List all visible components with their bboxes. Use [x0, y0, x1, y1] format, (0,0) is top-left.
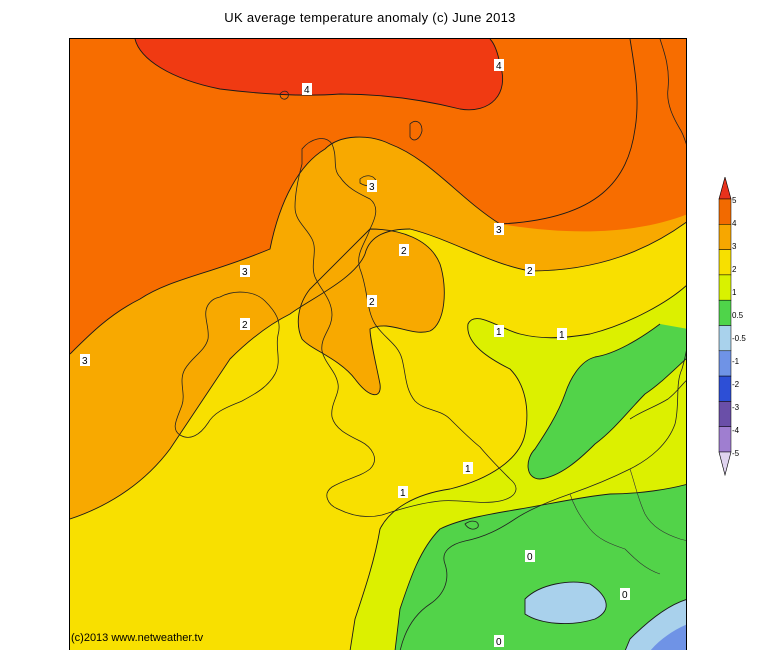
contour-label: 2 — [399, 244, 409, 257]
coastline-shetland — [409, 120, 423, 141]
coastline-netherlands — [629, 380, 686, 420]
border-belgium — [569, 493, 626, 550]
colorbar-label: -4 — [732, 426, 740, 435]
borders — [569, 468, 686, 575]
border-germany — [629, 468, 686, 541]
colorbar-label: 5 — [732, 196, 737, 205]
coastline-norway — [659, 39, 686, 145]
colorbar-swatch — [718, 224, 732, 250]
svg-text:2: 2 — [401, 246, 407, 257]
contour-zero — [394, 484, 686, 650]
band-plus4 — [135, 39, 503, 110]
svg-text:0: 0 — [622, 590, 628, 601]
colorbar-label: -3 — [732, 403, 740, 412]
svg-text:4: 4 — [496, 61, 502, 72]
svg-text:3: 3 — [82, 356, 88, 367]
colorbar-swatch — [718, 299, 732, 326]
map-title: UK average temperature anomaly (c) June … — [224, 10, 516, 25]
svg-text:0: 0 — [496, 637, 502, 648]
contour-label: 2 — [367, 295, 377, 308]
contour-label: 2 — [240, 318, 250, 331]
colorbar-swatch — [718, 350, 732, 377]
colorbar-label: -5 — [732, 449, 740, 458]
contour-minus05 — [524, 581, 607, 624]
contour-label: 1 — [557, 328, 567, 341]
band-zero-south — [395, 484, 686, 650]
colorbar-swatch — [718, 375, 732, 402]
contour-plus3 — [70, 39, 638, 355]
svg-text:2: 2 — [369, 297, 375, 308]
contour-label: 3 — [80, 354, 90, 367]
coastlines — [174, 39, 686, 650]
contour-label: 1 — [398, 486, 408, 499]
blob-plus2-scotland — [298, 229, 445, 395]
contour-label: 0 — [620, 588, 630, 601]
coastline-ireland — [174, 291, 280, 438]
contour-plus1 — [349, 285, 686, 650]
colorbar-swatch — [718, 198, 732, 225]
coastline-wight — [464, 520, 479, 530]
colorbar-label: 3 — [732, 242, 737, 251]
contour-plus2-inner — [297, 228, 445, 396]
copyright-text: (c)2013 www.netweather.tv — [71, 632, 204, 644]
band-minus05 — [525, 582, 607, 624]
colorbar-bar — [718, 175, 732, 477]
colorbar-top-triangle — [718, 175, 732, 200]
band-minus1-corner — [650, 624, 686, 650]
contour-label: 2 — [525, 264, 535, 277]
contour-label: 3 — [494, 223, 504, 236]
coastline-continent — [399, 350, 686, 650]
contour-label: 3 — [240, 265, 250, 278]
svg-text:2: 2 — [527, 266, 533, 277]
coastline-faroe — [279, 90, 289, 100]
svg-text:0: 0 — [527, 552, 533, 563]
colorbar-label: -1 — [732, 357, 740, 366]
colorbar-swatch — [718, 401, 732, 427]
border-lux — [624, 548, 661, 575]
colorbar-swatch — [718, 426, 732, 453]
contour-minus05-corner — [624, 599, 686, 650]
colorbar-legend: 5 4 3 2 1 0.5 -0.5 -1 -2 -3 -4 -5 — [718, 175, 758, 477]
contour-label: 3 — [367, 180, 377, 193]
colorbar-label: -0.5 — [732, 334, 746, 343]
svg-text:2: 2 — [242, 320, 248, 331]
contour-label: 1 — [494, 325, 504, 338]
colorbar-swatch — [718, 274, 732, 301]
colorbar-bottom-triangle — [718, 451, 732, 477]
contour-labels: 4 4 3 3 3 3 2 2 2 2 1 1 1 1 0 0 0 — [80, 59, 630, 648]
svg-text:1: 1 — [400, 488, 406, 499]
colorbar-label: 0.5 — [732, 311, 744, 320]
coastline-great-britain — [294, 138, 517, 517]
contour-label: 1 — [463, 462, 473, 475]
svg-text:1: 1 — [465, 464, 471, 475]
colorbar-swatches — [718, 198, 732, 453]
svg-text:3: 3 — [369, 182, 375, 193]
colorbar-swatch — [718, 325, 732, 352]
colorbar-label: 1 — [732, 288, 737, 297]
temperature-anomaly-map: 4 4 3 3 3 3 2 2 2 2 1 1 1 1 0 0 0 — [69, 38, 687, 650]
map-canvas: 4 4 3 3 3 3 2 2 2 2 1 1 1 1 0 0 0 — [70, 39, 686, 650]
contour-label: 0 — [494, 635, 504, 648]
contour-label: 4 — [302, 83, 312, 96]
contour-label: 4 — [494, 59, 504, 72]
svg-text:3: 3 — [496, 225, 502, 236]
svg-text:4: 4 — [304, 85, 310, 96]
contour-zero-east — [527, 323, 686, 480]
colorbar-label: 2 — [732, 265, 737, 274]
svg-text:1: 1 — [559, 330, 565, 341]
contour-label: 0 — [525, 550, 535, 563]
svg-text:3: 3 — [242, 267, 248, 278]
band-zero — [528, 324, 686, 479]
colorbar-label: 4 — [732, 219, 737, 228]
svg-text:1: 1 — [496, 327, 502, 338]
colorbar-swatch — [718, 249, 732, 276]
colorbar-label: -2 — [732, 380, 740, 389]
